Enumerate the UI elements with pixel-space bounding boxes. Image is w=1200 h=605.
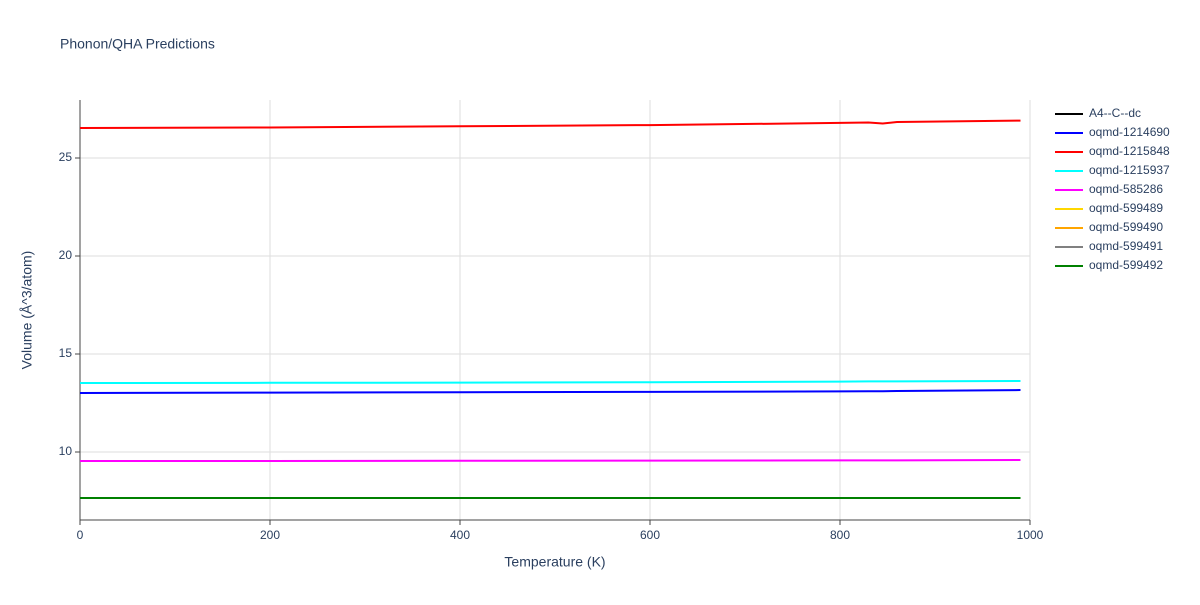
legend-label: oqmd-599491 xyxy=(1089,239,1163,253)
x-tick-label: 800 xyxy=(830,528,850,542)
legend-label: A4--C--dc xyxy=(1089,106,1141,120)
x-axis-title: Temperature (K) xyxy=(504,554,605,570)
y-tick-label: 20 xyxy=(59,248,73,262)
y-tick-label: 10 xyxy=(59,444,73,458)
legend-label: oqmd-599489 xyxy=(1089,201,1163,215)
x-tick-label: 0 xyxy=(77,528,84,542)
legend-label: oqmd-1215937 xyxy=(1089,163,1170,177)
x-tick-label: 200 xyxy=(260,528,280,542)
series-line xyxy=(79,389,1021,395)
legend-label: oqmd-1215848 xyxy=(1089,144,1170,158)
series-line xyxy=(79,119,1021,130)
series-line xyxy=(80,459,1021,463)
legend-label: oqmd-585286 xyxy=(1089,182,1163,196)
y-tick-label: 15 xyxy=(59,346,73,360)
legend-label: oqmd-599490 xyxy=(1089,220,1163,234)
x-tick-label: 400 xyxy=(450,528,470,542)
legend-label: oqmd-1214690 xyxy=(1089,125,1170,139)
x-tick-label: 1000 xyxy=(1017,528,1044,542)
series-line xyxy=(79,380,1021,385)
y-axis-title: Volume (Å^3/atom) xyxy=(19,251,35,370)
y-tick-label: 25 xyxy=(59,150,73,164)
legend-label: oqmd-599492 xyxy=(1089,258,1163,272)
x-tick-label: 600 xyxy=(640,528,660,542)
chart-title: Phonon/QHA Predictions xyxy=(60,36,215,52)
